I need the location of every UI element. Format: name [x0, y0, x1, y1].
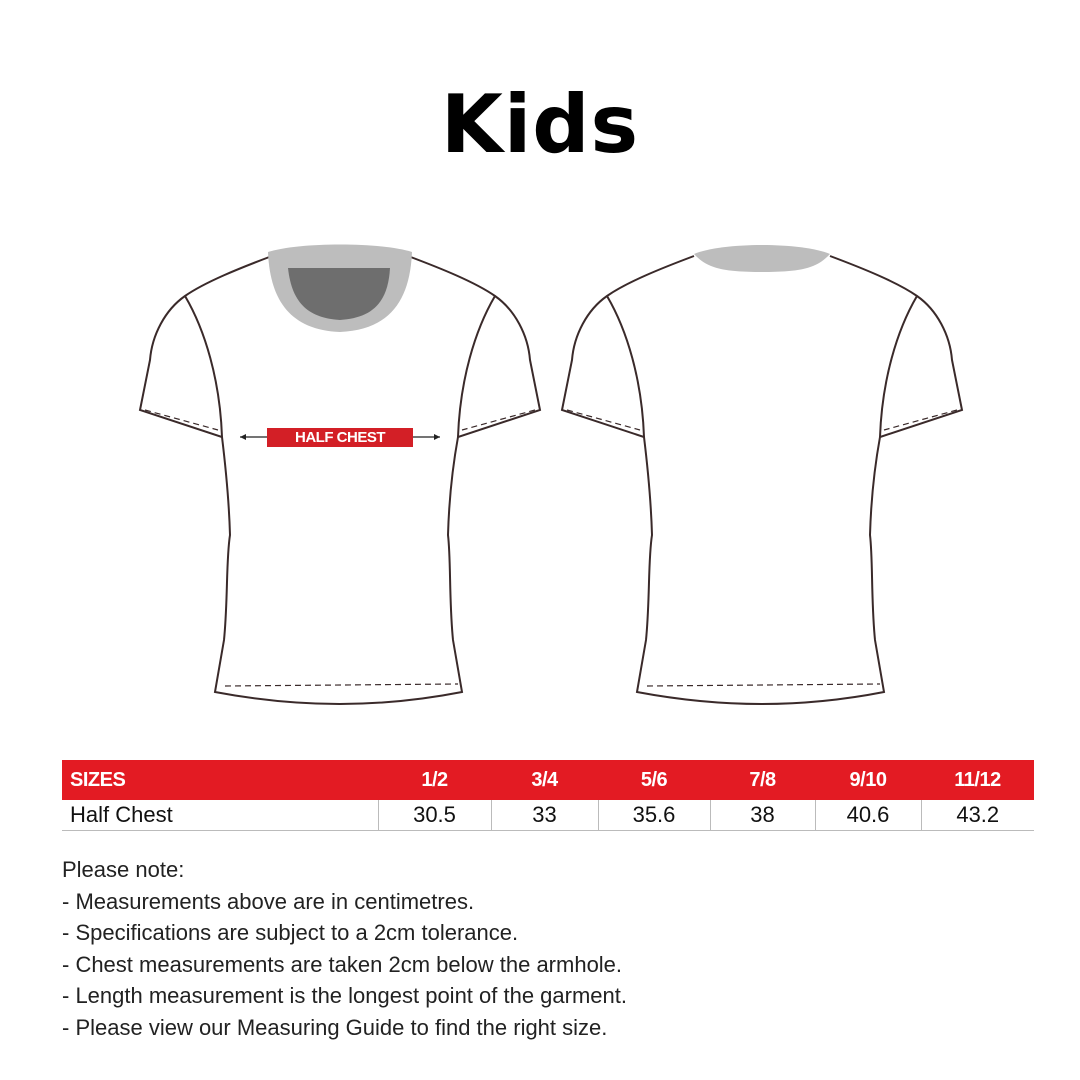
- back-collar: [694, 245, 830, 272]
- half-chest-label: HALF CHEST: [267, 428, 413, 447]
- row-label: Half Chest: [62, 800, 378, 831]
- back-view-tshirt: [561, 245, 963, 705]
- note-item: - Specifications are subject to a 2cm to…: [62, 920, 519, 945]
- front-view-tshirt: [139, 244, 541, 705]
- header-size: 9/10: [815, 760, 921, 800]
- table-row: Half Chest 30.5 33 35.6 38 40.6 43.2: [62, 800, 1034, 831]
- note-item: - Length measurement is the longest poin…: [62, 983, 627, 1008]
- notes: Please note: - Measurements above are in…: [62, 854, 627, 1043]
- cell-value: 30.5: [377, 800, 491, 831]
- header-size: 3/4: [491, 760, 598, 800]
- cell-value: 35.6: [597, 800, 710, 831]
- header-size: 7/8: [710, 760, 815, 800]
- notes-heading: Please note:: [62, 857, 185, 882]
- note-item: - Measurements above are in centimetres.: [62, 888, 475, 914]
- cell-value: 38: [709, 800, 815, 831]
- tshirt-diagram: [139, 244, 963, 705]
- cell-value: 43.2: [920, 800, 1034, 831]
- neck-opening: [288, 268, 390, 320]
- note-item: - Chest measurements are taken 2cm below…: [62, 951, 623, 977]
- header-sizes: SIZES: [62, 760, 378, 800]
- size-table: SIZES 1/2 3/4 5/6 7/8 9/10 11/12 Half Ch…: [62, 760, 1034, 831]
- header-size: 1/2: [378, 760, 491, 800]
- header-size: 11/12: [921, 760, 1034, 800]
- page-title: Kids: [440, 78, 640, 171]
- table-header-row: SIZES 1/2 3/4 5/6 7/8 9/10 11/12: [62, 760, 1034, 800]
- cell-value: 40.6: [814, 800, 921, 831]
- cell-value: 33: [490, 800, 598, 831]
- note-item: - Please view our Measuring Guide to fin…: [62, 1014, 608, 1040]
- header-size: 5/6: [598, 760, 710, 800]
